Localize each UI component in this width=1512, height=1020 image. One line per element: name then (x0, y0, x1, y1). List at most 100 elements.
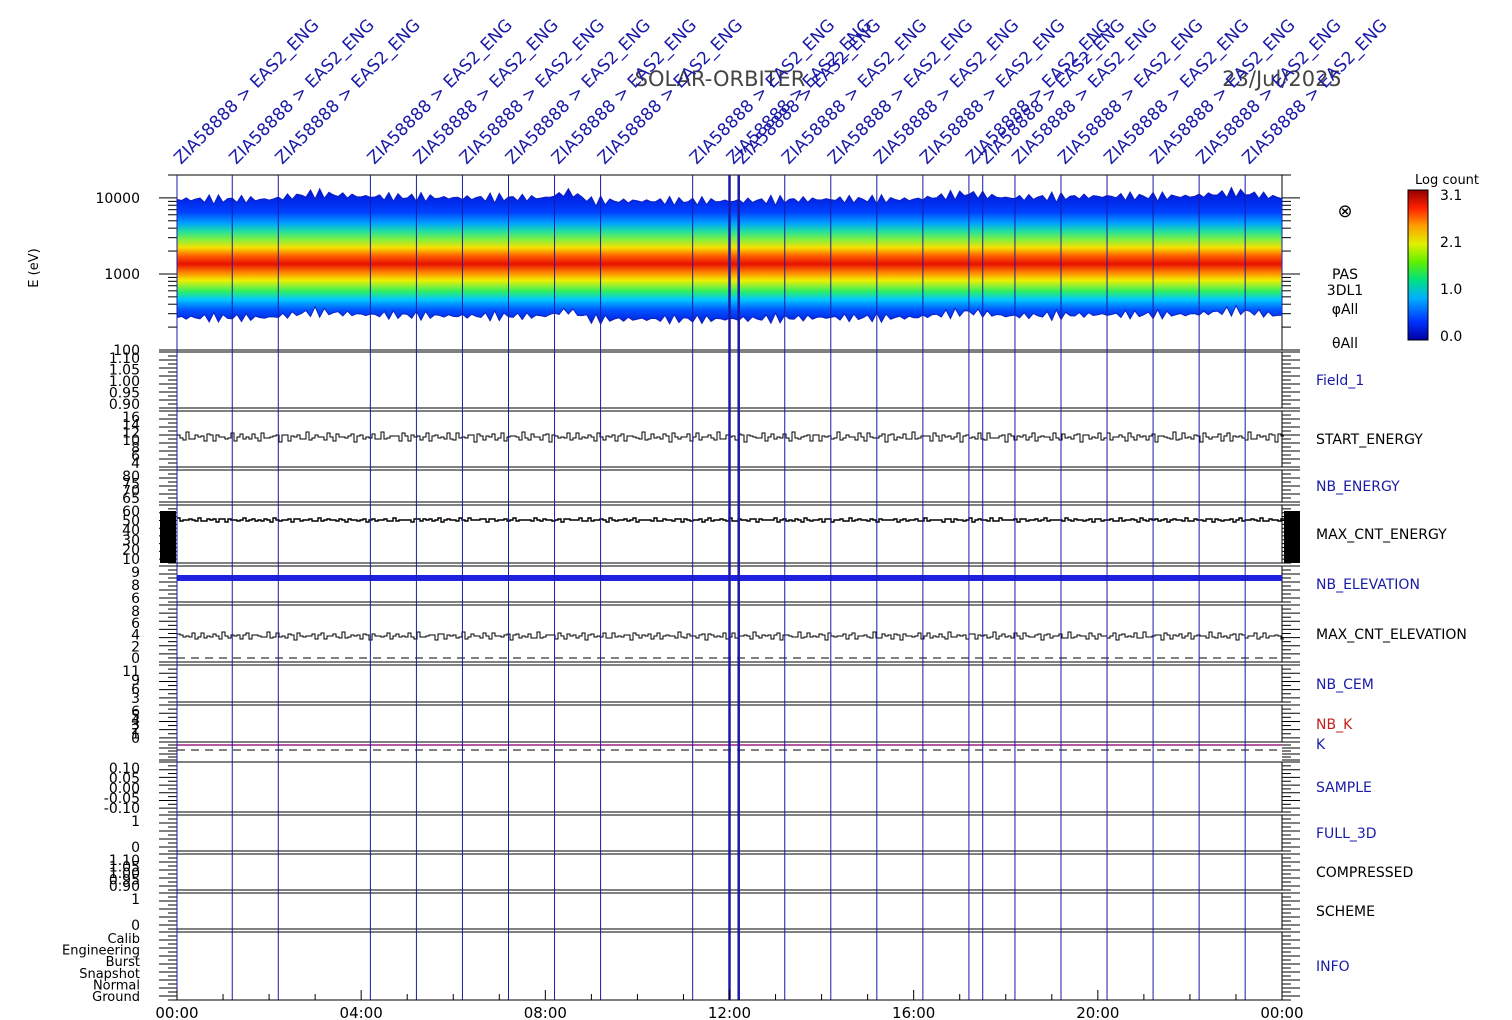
time-axis-tick: 00:00 (155, 1004, 198, 1020)
panel-y-tick: 40 (122, 523, 140, 539)
panel-y-tick: 75 (122, 476, 140, 492)
time-axis-tick: 20:00 (1076, 1004, 1119, 1020)
max-cnt-energy-right-block (1284, 511, 1300, 563)
panel-y-tick: 5 (131, 709, 140, 725)
panel-y-tick: 9 (131, 565, 140, 581)
panel-y-tick: 1.05 (109, 860, 140, 876)
panel-nb-elevation: NB_ELEVATION 986 (131, 565, 1420, 607)
panel-label: NB_K (1316, 717, 1353, 733)
panel-y-tick: 6 (131, 704, 140, 720)
panel-y-tick: 80 (122, 469, 140, 485)
panel-info: INFO CalibEngineeringBurstSnapshotNormalG… (62, 931, 1350, 1005)
panel-y-tick: 0.00 (109, 781, 140, 797)
panel-y-tick: 50 (122, 514, 140, 530)
plot-date: 23/Jul/2025 (1222, 67, 1342, 91)
max-cnt-energy-left-block (160, 511, 176, 563)
panel-y-tick: 3 (131, 691, 140, 707)
panel-y-tick: 0 (131, 651, 140, 667)
panel-y-tick: 1.00 (109, 374, 140, 390)
panel-y-tick: 9 (131, 673, 140, 689)
panel-label: FULL_3D (1316, 826, 1377, 842)
time-axis-tick: 04:00 (340, 1004, 383, 1020)
panel-label: K (1316, 737, 1326, 753)
color-bar-tick-min: 0.0 (1440, 329, 1462, 345)
panel-y-tick: 10 (122, 552, 140, 568)
panel-y-tick: 2 (131, 722, 140, 738)
spectrogram-y-label: E (eV) (27, 248, 42, 287)
spectrogram-symbol: ⊗ (1337, 201, 1352, 222)
panel-y-tick: Engineering (62, 944, 140, 959)
panel-y-tick: 0.95 (109, 386, 140, 402)
housekeeping-panels: Field_11.101.051.000.950.90START_ENERGY1… (62, 351, 1467, 1005)
panel-label: MAX_CNT_ENERGY (1316, 527, 1447, 543)
panel-field-1: Field_1 1.101.051.000.950.90 (109, 351, 1364, 413)
color-bar-tick-2: 2.1 (1440, 235, 1462, 251)
panel-y-tick: 8 (131, 441, 140, 457)
spectrogram-label-3dl1: 3DL1 (1327, 283, 1363, 299)
panel-y-tick: 0 (131, 731, 140, 747)
panel-label: NB_ELEVATION (1316, 577, 1420, 593)
panel-y-tick: 0.10 (109, 761, 140, 777)
panel-k: K (159, 737, 1326, 761)
color-bar: Log count 3.1 2.1 1.0 0.0 (1407, 173, 1479, 345)
color-bar-tick-max: 3.1 (1440, 188, 1462, 204)
panel-y-tick: 1.10 (109, 351, 140, 367)
panel-y-tick: 16 (122, 410, 140, 426)
panel-y-tick: 6 (131, 682, 140, 698)
panel-label: SCHEME (1316, 904, 1375, 920)
color-bar-gradient (1407, 189, 1429, 341)
panel-y-tick: -0.05 (104, 791, 140, 807)
time-axis-tick: 12:00 (708, 1004, 751, 1020)
spectrogram-y-ticks: 10000 1000 100 (95, 174, 1300, 359)
panel-y-tick: Snapshot (79, 967, 140, 982)
panel-y-tick: 1.05 (109, 363, 140, 379)
panel-y-tick: 4 (131, 628, 140, 644)
panel-y-tick: 8 (131, 604, 140, 620)
panel-y-tick: -0.10 (104, 801, 140, 817)
spectrogram-label-phi: φAll (1332, 302, 1359, 318)
color-bar-tick-1: 1.0 (1440, 282, 1462, 298)
panel-label: NB_CEM (1316, 677, 1374, 693)
panel-y-tick: 65 (122, 491, 140, 507)
color-bar-title: Log count (1415, 173, 1479, 188)
panel-y-tick: 0 (131, 918, 140, 934)
panel-label: COMPRESSED (1316, 865, 1413, 881)
panel-y-tick: 0.95 (109, 873, 140, 889)
energy-spectrogram: 10000 1000 100 E (eV) ⊗ PAS 3DL1 φAll θAll (27, 174, 1363, 359)
panel-y-tick: 11 (122, 664, 140, 680)
spectrogram-y-tick-1: 1000 (104, 267, 140, 283)
panel-y-tick: Normal (93, 978, 140, 993)
panel-label: NB_ENERGY (1316, 479, 1400, 495)
panel-y-tick: 6 (131, 448, 140, 464)
panel-y-tick: 4 (131, 713, 140, 729)
time-axis-tick: 08:00 (524, 1004, 567, 1020)
spectrogram-y-tick-0: 10000 (95, 191, 140, 207)
panel-y-tick: 1 (131, 727, 140, 743)
panel-y-tick: 8 (131, 578, 140, 594)
max-cnt-energy-trace (177, 517, 1284, 523)
panel-y-tick: 0.05 (109, 771, 140, 787)
panel-y-tick: Calib (107, 932, 140, 947)
panel-y-tick: 6 (131, 616, 140, 632)
panel-full-3d: FULL_3D 1 0 (131, 814, 1377, 856)
panel-label: MAX_CNT_ELEVATION (1316, 627, 1467, 643)
panel-compressed: COMPRESSED 1.101.051.000.950.90 (109, 853, 1413, 895)
panel-label: SAMPLE (1316, 780, 1372, 796)
panel-y-tick: 4 (131, 456, 140, 472)
panel-label: INFO (1316, 959, 1350, 975)
panel-y-tick: 2 (131, 639, 140, 655)
panel-y-tick: 60 (122, 504, 140, 520)
panel-y-tick: 70 (122, 484, 140, 500)
event-marker-lines (176, 175, 1246, 1000)
time-axis: 00:00 04:00 08:00 12:00 16:00 20:00 00:00 (155, 990, 1304, 1020)
panel-y-tick: Ground (92, 990, 140, 1005)
panel-y-tick: Burst (106, 955, 140, 970)
spectrogram-y-tick-2: 100 (113, 343, 140, 359)
panel-y-tick: 0 (131, 840, 140, 856)
panel-y-tick: 14 (122, 418, 140, 434)
panel-y-tick: 1 (131, 892, 140, 908)
